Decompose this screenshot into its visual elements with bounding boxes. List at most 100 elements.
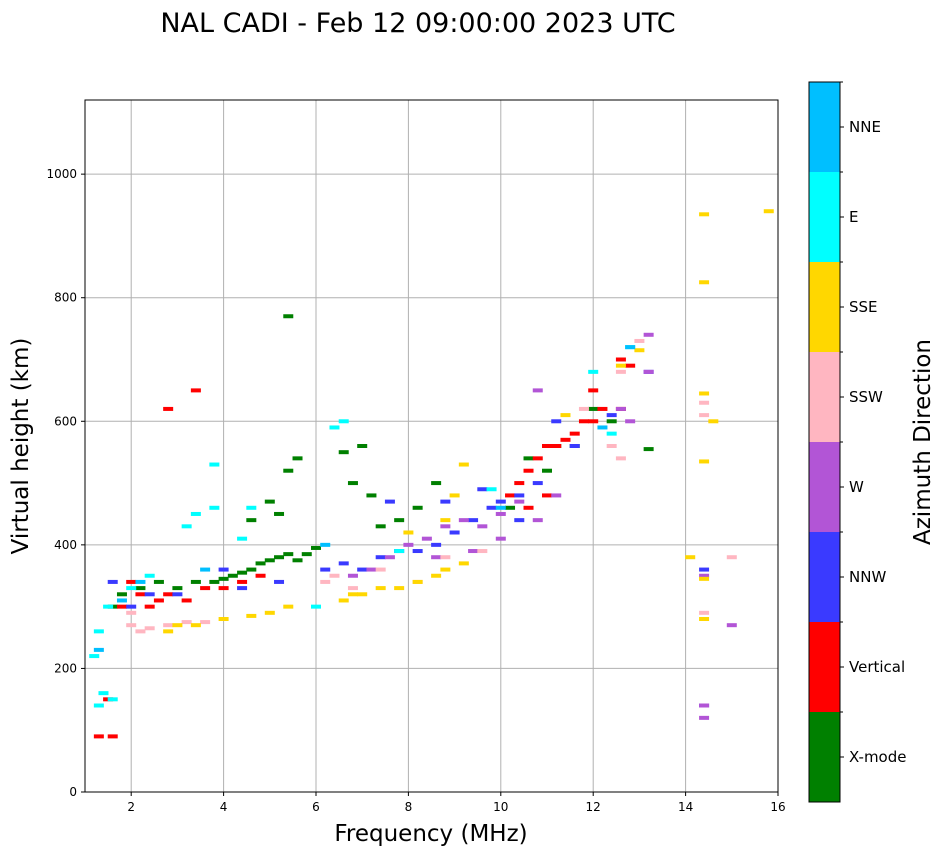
data-point-w — [421, 536, 432, 541]
data-point-ssw — [615, 456, 626, 461]
data-point-sse — [412, 579, 423, 584]
data-point-w — [468, 549, 479, 554]
data-point-sse — [634, 348, 645, 353]
data-point-vertical — [615, 357, 626, 362]
x-tick-label: 6 — [312, 800, 320, 814]
data-point-vertical — [93, 734, 104, 739]
data-point-w — [477, 524, 488, 529]
data-point-x-mode — [255, 561, 266, 566]
data-point-ssw — [163, 623, 174, 628]
data-point-vertical — [514, 481, 525, 486]
data-point-sse — [615, 363, 626, 368]
data-point-x-mode — [264, 499, 275, 504]
x-tick-label: 2 — [127, 800, 135, 814]
data-point-x-mode — [357, 444, 368, 448]
data-point-w — [699, 573, 710, 578]
data-point-sse — [283, 604, 294, 609]
data-point-x-mode — [116, 592, 127, 597]
data-point-sse — [458, 462, 469, 467]
data-point-x-mode — [274, 555, 285, 560]
colorbar-tick-label: E — [849, 208, 858, 226]
data-point-sse — [264, 610, 275, 615]
data-point-x-mode — [412, 505, 423, 510]
data-point-e — [246, 505, 257, 510]
data-point-vertical — [126, 579, 137, 584]
data-point-x-mode — [523, 456, 534, 461]
data-point-w — [440, 524, 451, 529]
data-point-w — [726, 623, 737, 628]
plot-background — [85, 100, 778, 792]
data-point-ssw — [126, 623, 137, 628]
data-point-nnw — [532, 481, 543, 486]
data-point-ssw — [320, 579, 331, 584]
data-point-x-mode — [283, 552, 294, 557]
data-point-x-mode — [135, 586, 146, 591]
data-point-x-mode — [292, 456, 303, 461]
data-point-x-mode — [172, 586, 183, 591]
data-point-x-mode — [505, 505, 516, 510]
colorbar-tick-label: NNW — [849, 568, 886, 586]
data-point-sse — [699, 391, 710, 396]
data-point-sse — [172, 623, 183, 628]
colorbar-tick-label: SSE — [849, 298, 878, 316]
data-point-sse — [763, 209, 774, 214]
data-point-vertical — [116, 604, 127, 609]
data-point-nnw — [606, 413, 617, 418]
data-point-sse — [338, 598, 349, 603]
data-point-vertical — [542, 444, 552, 448]
data-point-ssw — [726, 555, 737, 560]
data-point-sse — [357, 592, 368, 597]
data-point-nnw — [514, 493, 525, 498]
colorbar-tick-label: SSW — [849, 388, 883, 406]
data-point-nnw — [375, 555, 386, 560]
data-point-x-mode — [338, 450, 349, 455]
x-tick-label: 8 — [405, 800, 413, 814]
data-point-ssw — [135, 629, 146, 634]
data-point-vertical — [523, 505, 534, 510]
data-point-nnw — [172, 592, 183, 597]
data-point-w — [551, 493, 562, 498]
data-point-ssw — [329, 573, 340, 578]
data-point-ssw — [615, 369, 626, 374]
data-point-vertical — [597, 406, 608, 411]
data-point-nnw — [218, 567, 229, 572]
data-point-w — [615, 406, 626, 411]
data-point-w — [347, 573, 358, 578]
data-point-vertical — [163, 592, 174, 597]
x-tick-label: 16 — [770, 800, 785, 814]
data-point-w — [532, 388, 543, 393]
x-axis-ticks: 2 4 6 8 10 12 14 16 — [127, 792, 786, 814]
data-point-x-mode — [588, 406, 599, 411]
data-point-x-mode — [301, 552, 312, 557]
data-point-x-mode — [375, 524, 386, 529]
chart-title: NAL CADI - Feb 12 09:00:00 2023 UTC — [160, 8, 675, 39]
colorbar-swatches — [809, 82, 840, 802]
x-tick-label: 4 — [220, 800, 228, 814]
data-point-x-mode — [542, 468, 552, 473]
data-point-ssw — [699, 400, 710, 405]
data-point-w — [495, 536, 506, 541]
colorbar-swatch-x-mode — [809, 712, 840, 802]
data-point-nnw — [431, 542, 442, 547]
colorbar-swatch-nne — [809, 82, 840, 172]
data-point-w — [384, 555, 395, 560]
data-point-ssw — [375, 567, 386, 572]
colorbar-swatch-w — [809, 442, 840, 532]
y-tick-label: 200 — [54, 661, 77, 675]
data-point-sse — [246, 613, 257, 618]
data-point-ssw — [606, 444, 617, 448]
data-point-vertical — [255, 573, 266, 578]
data-point-e — [89, 654, 100, 659]
y-tick-label: 1000 — [46, 167, 77, 181]
colorbar-labels: X-mode Vertical NNW W SSW SSE E NNE — [840, 81, 906, 766]
data-point-e — [237, 536, 248, 541]
data-point-w — [431, 555, 442, 560]
data-point-vertical — [144, 604, 155, 609]
data-point-sse — [560, 413, 571, 418]
data-point-vertical — [181, 598, 192, 603]
data-point-e — [486, 487, 497, 492]
data-point-x-mode — [227, 573, 238, 578]
data-point-nnw — [338, 561, 349, 566]
data-point-nnw — [486, 505, 497, 510]
data-point-vertical — [237, 579, 248, 584]
